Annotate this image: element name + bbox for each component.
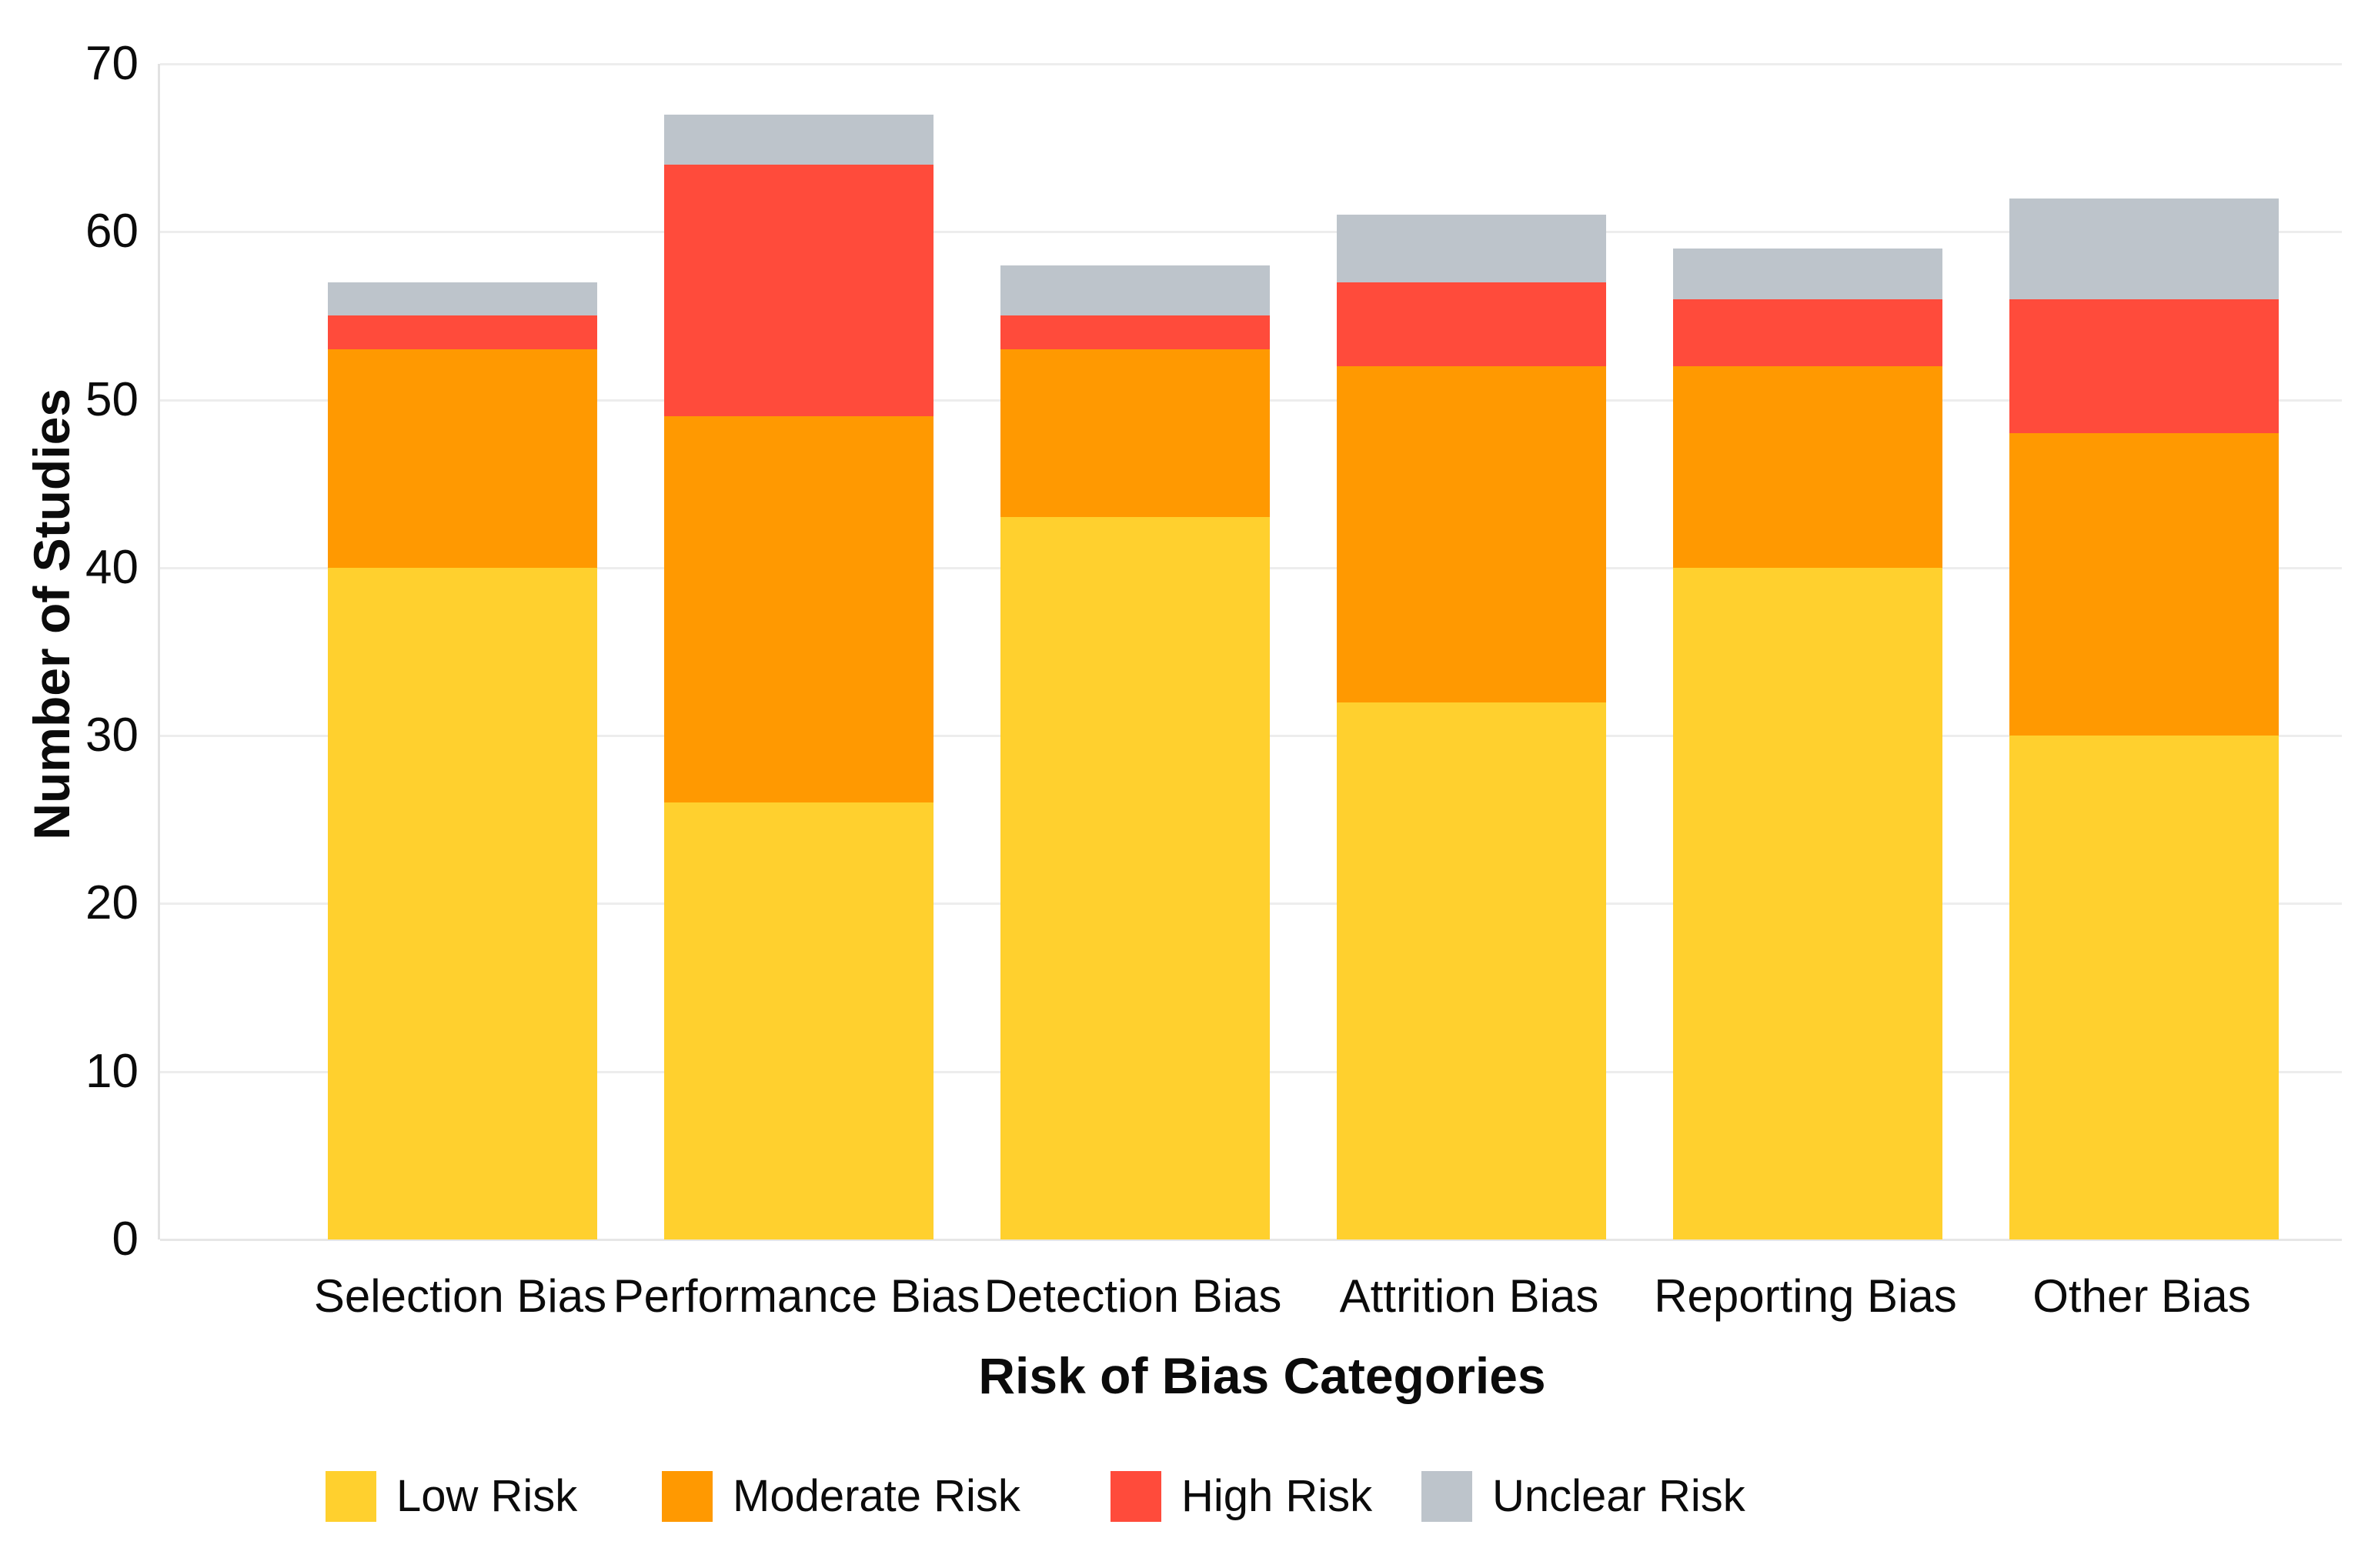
- y-tick-label: 10: [85, 1044, 139, 1098]
- legend-swatch-unclear-risk: [1421, 1471, 1472, 1522]
- category-label: Performance Bias: [613, 1270, 980, 1322]
- bar-segment-low-risk: [1673, 567, 1942, 1239]
- bar-segment-moderate-risk: [1673, 365, 1942, 568]
- legend-label: Moderate Risk: [733, 1471, 1020, 1521]
- bar-segment-high-risk: [1337, 282, 1606, 366]
- gridline: [160, 63, 2342, 65]
- plot-area: [158, 63, 2342, 1241]
- legend-item-moderate-risk: Moderate Risk: [662, 1471, 1020, 1522]
- legend-swatch-low-risk: [326, 1471, 376, 1522]
- bar-performance-bias: [664, 114, 934, 1239]
- category-label: Selection Bias: [313, 1270, 607, 1322]
- bar-segment-high-risk: [328, 315, 597, 350]
- bar-segment-high-risk: [664, 164, 934, 417]
- bar-segment-low-risk: [2009, 736, 2279, 1239]
- bar-segment-low-risk: [664, 802, 934, 1239]
- bar-segment-moderate-risk: [2009, 433, 2279, 736]
- y-tick-label: 60: [85, 205, 139, 259]
- legend-label: High Risk: [1181, 1471, 1373, 1521]
- legend-swatch-high-risk: [1111, 1471, 1161, 1522]
- y-tick-label: 30: [85, 709, 139, 762]
- legend-item-high-risk: High Risk: [1111, 1471, 1372, 1522]
- legend-label: Low Risk: [396, 1471, 578, 1521]
- bar-segment-low-risk: [1000, 517, 1270, 1239]
- bar-segment-moderate-risk: [328, 349, 597, 568]
- bar-segment-high-risk: [1673, 299, 1942, 366]
- category-label: Attrition Bias: [1339, 1270, 1599, 1322]
- bar-segment-unclear-risk: [2009, 198, 2279, 299]
- bar-reporting-bias: [1673, 249, 1942, 1239]
- x-axis-title: Risk of Bias Categories: [978, 1347, 1546, 1404]
- bar-segment-moderate-risk: [664, 416, 934, 803]
- bar-segment-unclear-risk: [1000, 265, 1270, 316]
- bar-segment-high-risk: [1000, 315, 1270, 350]
- bar-detection-bias: [1000, 265, 1270, 1239]
- x-axis-baseline: [160, 1239, 2342, 1241]
- legend-swatch-moderate-risk: [662, 1471, 713, 1522]
- legend: Low Risk Moderate Risk High Risk Unclear Ri…: [0, 1471, 2358, 1533]
- legend-item-unclear-risk: Unclear Risk: [1421, 1471, 1745, 1522]
- legend-label: Unclear Risk: [1492, 1471, 1745, 1521]
- bar-segment-moderate-risk: [1000, 349, 1270, 518]
- bar-segment-unclear-risk: [1673, 249, 1942, 299]
- category-label: Reporting Bias: [1654, 1270, 1957, 1322]
- category-label: Detection Bias: [984, 1270, 1282, 1322]
- y-axis-title-text: Number of Studies: [23, 388, 80, 840]
- bar-other-bias: [2009, 198, 2279, 1239]
- gridline: [160, 231, 2342, 234]
- y-tick-label: 20: [85, 876, 139, 930]
- y-tick-label: 0: [112, 1213, 139, 1266]
- bar-selection-bias: [328, 282, 597, 1239]
- legend-item-low-risk: Low Risk: [326, 1471, 577, 1522]
- bar-segment-unclear-risk: [328, 282, 597, 316]
- bar-segment-low-risk: [328, 567, 597, 1239]
- y-tick-label: 40: [85, 540, 139, 594]
- bar-segment-moderate-risk: [1337, 365, 1606, 702]
- bar-segment-high-risk: [2009, 299, 2279, 434]
- category-label: Other Bias: [2032, 1270, 2251, 1322]
- bar-segment-unclear-risk: [1337, 215, 1606, 282]
- bar-attrition-bias: [1337, 215, 1606, 1239]
- y-tick-label: 70: [85, 37, 139, 90]
- bar-segment-unclear-risk: [664, 114, 934, 165]
- y-tick-label: 50: [85, 372, 139, 426]
- bar-segment-low-risk: [1337, 702, 1606, 1239]
